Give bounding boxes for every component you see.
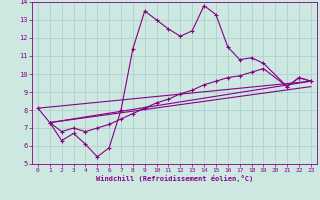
X-axis label: Windchill (Refroidissement éolien,°C): Windchill (Refroidissement éolien,°C) xyxy=(96,175,253,182)
